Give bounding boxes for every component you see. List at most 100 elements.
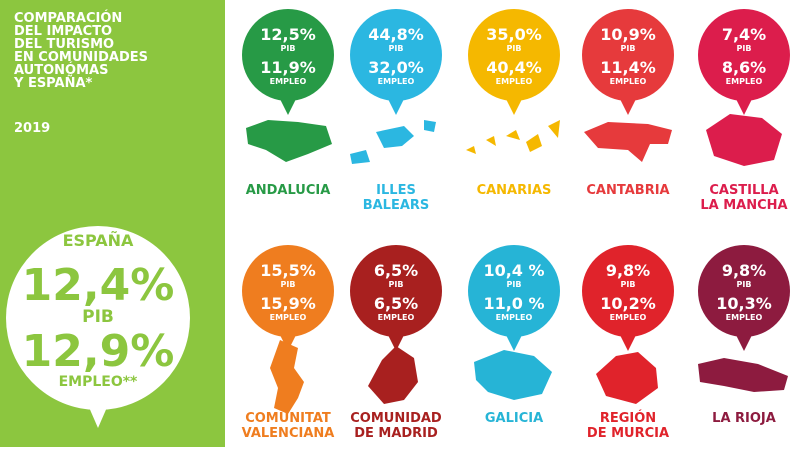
empleo-label: EMPLEO: [726, 77, 763, 86]
region-bubble-tail: [279, 97, 297, 115]
empleo-label: EMPLEO: [610, 77, 647, 86]
pib-label: PIB: [737, 280, 752, 289]
pib-label: PIB: [389, 280, 404, 289]
region-bubble: [582, 245, 674, 337]
region-pib: 10,4 %: [483, 261, 544, 280]
region-name: COMUNITAT: [245, 411, 331, 426]
region-map: [596, 352, 658, 404]
spain-pib: 12,4%: [22, 260, 175, 311]
region-map: [474, 350, 552, 400]
region-map: [246, 120, 332, 162]
pib-label: PIB: [281, 44, 296, 53]
region-empleo: 8,6%: [722, 58, 766, 77]
region-name: CANTABRIA: [586, 183, 669, 198]
region-bubble: [242, 245, 334, 337]
spain-bubble-tail: [88, 405, 108, 428]
title-line: DEL TURISMO: [14, 37, 114, 52]
region-name: BALEARS: [363, 198, 430, 213]
region-bubble-tail: [735, 97, 753, 115]
region-bubble-tail: [735, 333, 753, 351]
empleo-label: EMPLEO: [496, 313, 533, 322]
region-name: COMUNIDAD: [350, 411, 442, 426]
region-empleo: 40,4%: [486, 58, 542, 77]
title-line: Y ESPAÑA*: [13, 75, 93, 91]
pib-label: PIB: [621, 280, 636, 289]
pib-label: PIB: [737, 44, 752, 53]
region-name: DE MURCIA: [587, 426, 669, 441]
title-line: COMPARACIÓN: [14, 10, 122, 26]
region-name: ILLES: [376, 183, 416, 198]
region-name: VALENCIANA: [242, 426, 335, 441]
region-pib: 7,4%: [722, 25, 766, 44]
pib-label: PIB: [507, 44, 522, 53]
region-empleo: 11,9%: [260, 58, 316, 77]
region-pib: 15,5%: [260, 261, 316, 280]
region-bubble-tail: [279, 333, 297, 351]
region-map: [350, 120, 436, 164]
region-bubble-tail: [505, 97, 523, 115]
spain-bubble: [6, 226, 190, 410]
region-map: [584, 122, 672, 162]
region-bubble-tail: [619, 333, 637, 351]
region-name: CANARIAS: [477, 183, 552, 198]
region-bubble: [698, 245, 790, 337]
region-bubble-tail: [619, 97, 637, 115]
region-map: [466, 120, 560, 154]
region-name: LA RIOJA: [712, 411, 776, 426]
region-bubble: [242, 9, 334, 101]
region-empleo: 10,2%: [600, 294, 656, 313]
empleo-label: EMPLEO: [610, 313, 647, 322]
region-map: [368, 346, 418, 404]
year: 2019: [14, 121, 50, 136]
region-name: REGIÓN: [600, 410, 656, 426]
region-map: [698, 358, 788, 392]
empleo-label: EMPLEO: [496, 77, 533, 86]
empleo-label: EMPLEO: [378, 313, 415, 322]
region-bubble: [582, 9, 674, 101]
region-name: LA MANCHA: [700, 198, 787, 213]
empleo-label: EMPLEO: [270, 313, 307, 322]
region-bubble: [350, 245, 442, 337]
spain-empleo: 12,9%: [22, 326, 175, 377]
region-empleo: 6,5%: [374, 294, 418, 313]
pib-label: PIB: [281, 280, 296, 289]
region-name: DE MADRID: [354, 426, 438, 441]
region-bubble-tail: [387, 97, 405, 115]
region-pib: 10,9%: [600, 25, 656, 44]
region-name: ANDALUCIA: [246, 183, 331, 198]
region-pib: 6,5%: [374, 261, 418, 280]
empleo-label: EMPLEO: [270, 77, 307, 86]
region-bubble: [468, 9, 560, 101]
pib-label: PIB: [621, 44, 636, 53]
region-bubble: [698, 9, 790, 101]
empleo-label: EMPLEO: [378, 77, 415, 86]
region-bubble-tail: [505, 333, 523, 351]
region-name: CASTILLA: [709, 183, 778, 198]
title-line: EN COMUNIDADES: [14, 50, 148, 65]
region-empleo: 11,4%: [600, 58, 656, 77]
region-bubble-tail: [387, 333, 405, 351]
spain-name: ESPAÑA: [63, 231, 134, 250]
region-pib: 35,0%: [486, 25, 542, 44]
region-map: [270, 340, 304, 414]
region-pib: 9,8%: [606, 261, 650, 280]
title-line: AUTONÓMAS: [14, 62, 108, 78]
region-bubble: [468, 245, 560, 337]
region-map: [706, 114, 782, 166]
region-pib: 12,5%: [260, 25, 316, 44]
region-name: GALICIA: [485, 411, 543, 426]
pib-label: PIB: [507, 280, 522, 289]
empleo-label: EMPLEO: [726, 313, 763, 322]
spain-pib-label: PIB: [82, 307, 114, 327]
region-empleo: 11,0 %: [483, 294, 544, 313]
region-empleo: 10,3%: [716, 294, 772, 313]
region-bubble: [350, 9, 442, 101]
region-pib: 44,8%: [368, 25, 424, 44]
pib-label: PIB: [389, 44, 404, 53]
region-pib: 9,8%: [722, 261, 766, 280]
spain-empleo-label: EMPLEO**: [59, 374, 138, 390]
region-empleo: 32,0%: [368, 58, 424, 77]
region-empleo: 15,9%: [260, 294, 316, 313]
title-line: DEL IMPACTO: [14, 24, 112, 39]
